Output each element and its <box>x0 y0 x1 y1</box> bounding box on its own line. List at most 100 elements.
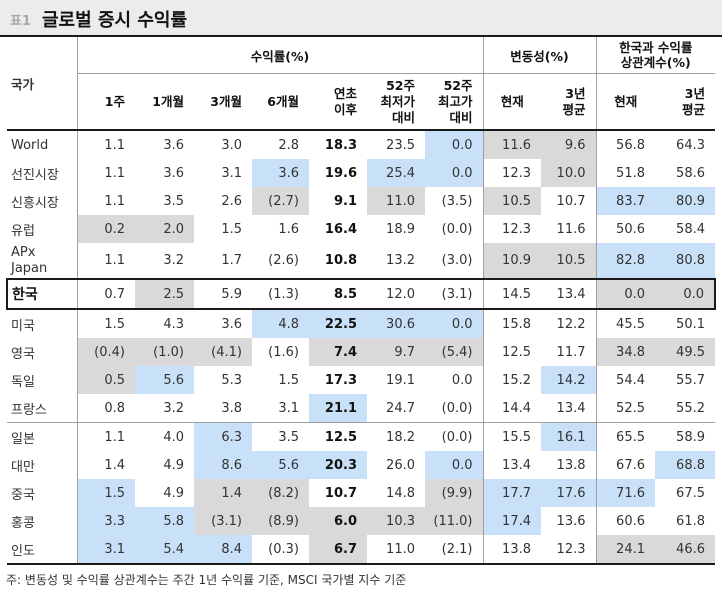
header-52w-high: 52주 최고가 대비 <box>425 73 483 131</box>
table-row: 미국 1.5 4.3 3.6 4.8 22.5 30.6 0.0 15.8 12.2 45.5 50.… <box>7 308 715 338</box>
header-country: 국가 <box>7 37 77 131</box>
cell-ret-6m: 3.5 <box>252 422 309 451</box>
cell-corr-3y-avg: 58.6 <box>676 165 705 181</box>
country-name: 중국 <box>11 487 35 503</box>
cell-ret-3m: (3.1) <box>194 507 252 535</box>
cell-corr-current: 71.6 <box>595 479 655 507</box>
cell-vs-52w-high: 0.0 <box>425 308 483 338</box>
cell-vol-3y-avg: 13.6 <box>556 513 586 529</box>
cell-vol-3y-avg: 13.4 <box>541 278 596 310</box>
cell-ret-ytd: 22.5 <box>309 308 367 338</box>
cell-ret-ytd: 16.4 <box>324 221 357 237</box>
cell-vs-52w-low: 30.6 <box>367 308 425 338</box>
country-name: APx Japan <box>11 244 48 276</box>
cell-ret-6m: (8.9) <box>252 507 309 535</box>
cell-ret-1w: 1.5 <box>76 479 135 507</box>
table-row: World 1.1 3.6 3.0 2.8 18.3 23.5 0.0 11.6 9.6 56.8 6… <box>7 130 715 159</box>
cell-ret-1m: 5.4 <box>135 535 194 565</box>
table-row: 일본 1.1 4.0 6.3 3.5 12.5 18.2 (0.0) 15.5 16.1 65.5 5… <box>7 422 715 451</box>
cell-corr-3y-avg: 68.8 <box>655 451 715 479</box>
cell-vol-3y-avg: 10.5 <box>541 243 596 279</box>
table-row: 유럽 0.2 2.0 1.5 1.6 16.4 18.9 (0.0) 12.3 11.6 50.6 5… <box>7 215 715 243</box>
cell-ret-3m: 3.6 <box>194 308 252 338</box>
cell-corr-3y-avg: 80.9 <box>655 187 715 215</box>
country-name: 홍콩 <box>11 515 35 531</box>
cell-ret-1w: 3.3 <box>76 507 135 535</box>
cell-vol-3y-avg: 11.6 <box>556 221 586 237</box>
cell-vs-52w-low: 11.0 <box>367 187 425 215</box>
table-row: 독일 0.5 5.6 5.3 1.5 17.3 19.1 0.0 15.2 14.2 54.4 55.… <box>7 366 715 394</box>
table-row: 영국 (0.4) (1.0) (4.1) (1.6) 7.4 9.7 (5.4) 12.5 11.… <box>7 338 715 366</box>
cell-vol-current: 15.8 <box>482 308 541 338</box>
cell-corr-3y-avg: 0.0 <box>655 278 716 310</box>
cell-vol-3y-avg: 11.7 <box>556 344 586 360</box>
cell-vs-52w-low: 14.8 <box>386 485 415 501</box>
country-name: 유럽 <box>11 223 35 239</box>
cell-corr-current: 56.8 <box>595 130 655 159</box>
country-name: 프랑스 <box>11 402 47 418</box>
cell-corr-current: 52.5 <box>595 394 655 423</box>
cell-vol-3y-avg: 14.2 <box>541 366 596 394</box>
cell-vs-52w-low: 23.5 <box>386 137 415 153</box>
header-3m: 3개월 <box>194 73 252 131</box>
cell-vol-current: 17.4 <box>482 507 541 535</box>
header-correlation-group: 한국과 수익률 상관계수(%) <box>595 37 715 74</box>
cell-vol-current: 15.2 <box>482 366 541 394</box>
header-1w: 1주 <box>76 73 135 131</box>
cell-ret-1m: 2.5 <box>135 278 194 310</box>
header-returns-group: 수익률(%) <box>76 37 483 74</box>
cell-ret-6m: 5.6 <box>252 451 309 479</box>
cell-ret-1w: 0.8 <box>76 394 135 423</box>
country-name: 선진시장 <box>11 167 59 183</box>
cell-vol-3y-avg: 17.6 <box>541 479 596 507</box>
cell-corr-3y-avg: 58.9 <box>655 422 715 451</box>
cell-ret-1w: 1.1 <box>76 422 135 451</box>
cell-vol-current: 10.5 <box>482 187 541 215</box>
cell-corr-current: 67.6 <box>595 451 655 479</box>
cell-ret-6m: (8.2) <box>252 479 309 507</box>
cell-vs-52w-high: (3.1) <box>425 278 483 310</box>
cell-vs-52w-high: 0.0 <box>425 130 483 159</box>
cell-corr-current: 60.6 <box>595 507 655 535</box>
country-name: 미국 <box>7 308 77 338</box>
cell-ret-3m: 2.6 <box>221 193 242 209</box>
table-row: 중국 1.5 4.9 1.4 (8.2) 10.7 14.8 (9.9) 17.7 17.6 71.… <box>7 479 715 507</box>
cell-ret-3m: 1.5 <box>221 221 242 237</box>
cell-corr-current: 65.5 <box>595 422 655 451</box>
cell-ret-ytd: 9.1 <box>333 193 357 209</box>
table-row: 신흥시장 1.1 3.5 2.6 (2.7) 9.1 11.0 (3.5) 10.5 10.7 83… <box>7 187 715 215</box>
cell-corr-current: 50.6 <box>595 215 655 243</box>
cell-ret-6m: (2.7) <box>252 187 309 215</box>
cell-vol-current: 12.3 <box>482 159 541 187</box>
cell-ret-1w: (0.4) <box>76 338 135 366</box>
header-volatility-group: 변동성(%) <box>482 37 596 74</box>
header-6m: 6개월 <box>252 73 309 131</box>
cell-vs-52w-high: (3.0) <box>441 252 473 268</box>
cell-ret-1m: 2.0 <box>135 215 194 243</box>
cell-ret-6m: (0.3) <box>252 535 309 565</box>
table-row: 프랑스 0.8 3.2 3.8 3.1 21.1 24.7 (0.0) 14.4 13.4 52.5… <box>7 394 715 423</box>
cell-vol-3y-avg: 13.8 <box>556 457 586 473</box>
cell-vs-52w-high: (3.5) <box>441 193 473 209</box>
cell-ret-ytd: 8.5 <box>309 278 367 310</box>
country-name: World <box>11 137 49 153</box>
cell-ret-6m: 4.8 <box>252 308 309 338</box>
cell-vol-3y-avg: 12.2 <box>541 308 596 338</box>
cell-ret-ytd: 10.8 <box>324 252 357 268</box>
cell-vs-52w-low: 12.0 <box>367 278 425 310</box>
cell-vol-3y-avg: 13.4 <box>556 400 586 416</box>
cell-ret-6m: (1.6) <box>268 344 299 360</box>
cell-vs-52w-high: (0.0) <box>441 400 473 416</box>
country-name: 영국 <box>11 346 35 362</box>
cell-corr-current: 82.8 <box>595 243 655 279</box>
cell-vs-52w-high: (2.1) <box>425 535 483 565</box>
cell-corr-3y-avg: 50.1 <box>655 308 715 338</box>
cell-ret-6m: 1.5 <box>278 372 299 388</box>
table-number: 표1 <box>10 14 32 29</box>
cell-vs-52w-low: 18.9 <box>386 221 415 237</box>
cell-vol-3y-avg: 10.7 <box>556 193 586 209</box>
cell-vs-52w-high: (5.4) <box>425 338 483 366</box>
cell-ret-1w: 0.5 <box>76 366 135 394</box>
cell-corr-3y-avg: 49.5 <box>655 338 715 366</box>
cell-ret-3m: 1.7 <box>221 252 242 268</box>
